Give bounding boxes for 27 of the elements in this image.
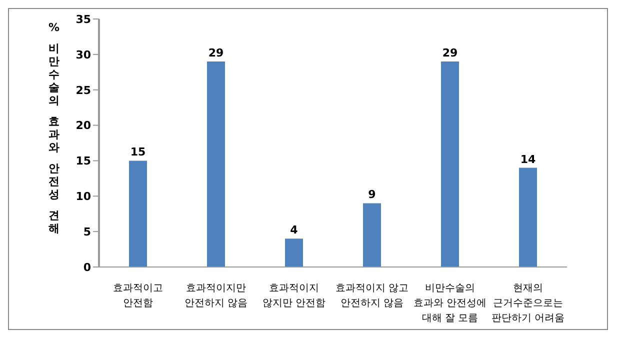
x-tick-label: 비만수술의 효과와 안전성에 대해 잘 모름 [413,283,487,324]
data-label: 9 [368,188,376,202]
bar [441,62,459,267]
y-tick-label: 35 [76,12,91,26]
y-tick-label: 0 [83,260,92,274]
x-tick-label: 효과적이지 않지만 안전함 [262,283,326,309]
bar [363,203,381,267]
bar [129,160,147,267]
y-tick-label: 25 [76,84,91,97]
y-tick-label: 10 [76,190,92,204]
x-tick-label: 효과적이지 않고 안전하지 않음 [335,283,409,309]
bar [207,62,225,267]
y-tick-label: 30 [76,48,92,62]
y-tick-label: 15 [76,154,91,168]
data-label: 15 [130,146,146,159]
x-tick-label: 현재의 근거수준으로는 판단하기 어려움 [491,283,565,324]
bar [285,238,303,267]
y-tick-label: 5 [83,225,91,238]
y-tick-label: 20 [76,119,92,132]
data-label: 29 [442,46,458,60]
x-tick-label: 효과적이고 안전함 [113,283,163,309]
text: % 비만수술의 효과와 안전성 견해 [48,21,60,235]
bar [519,168,537,267]
data-label: 29 [208,46,224,60]
x-tick-label: 효과적이지만 안전하지 않음 [184,283,248,309]
data-label: 14 [520,152,536,166]
data-label: 4 [290,224,298,237]
